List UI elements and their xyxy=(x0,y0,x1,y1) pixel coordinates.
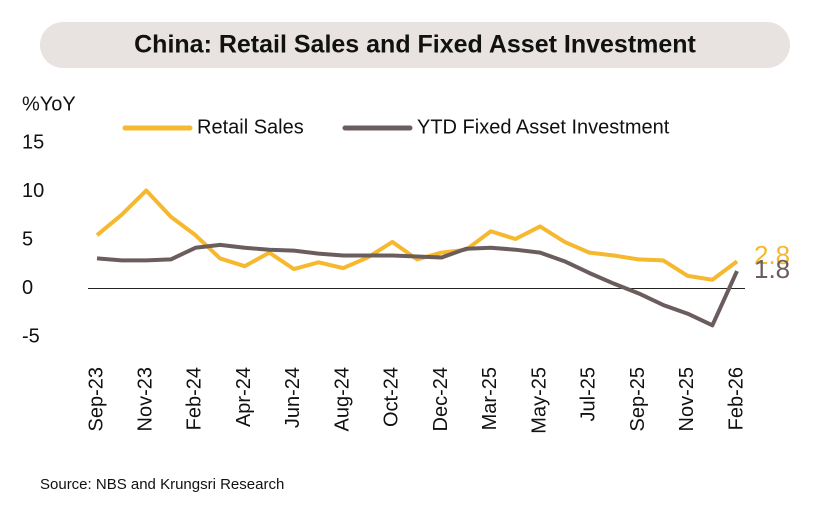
source: Source: NBS and Krungsri Research xyxy=(40,476,284,493)
legend-label: YTD Fixed Asset Investment xyxy=(417,116,670,138)
x-tick-label: Aug-24 xyxy=(331,367,353,432)
series-line xyxy=(96,242,739,328)
y-tick-label: 15 xyxy=(22,131,44,153)
y-tick-label: 10 xyxy=(22,180,44,202)
series-line xyxy=(95,188,739,282)
x-tick-label: Jun-24 xyxy=(282,367,304,428)
y-tick-label: 0 xyxy=(22,277,33,299)
x-tick-label: Nov-25 xyxy=(676,367,698,431)
legend-label: Retail Sales xyxy=(197,116,304,138)
x-tick-label: Nov-23 xyxy=(135,367,157,431)
end-label: 1.8 xyxy=(754,254,790,284)
chart-title: China: Retail Sales and Fixed Asset Inve… xyxy=(134,31,696,59)
x-tick-label: Feb-26 xyxy=(725,367,747,430)
y-tick-label: -5 xyxy=(22,325,40,347)
x-tick-label: Apr-24 xyxy=(233,367,255,427)
x-tick-label: Mar-25 xyxy=(479,367,501,430)
x-tick-label: May-25 xyxy=(528,367,550,434)
y-tick-label: 5 xyxy=(22,228,33,250)
end-label: 2.8 xyxy=(754,240,790,270)
x-tick-label: Feb-24 xyxy=(184,367,206,430)
x-tick-label: Dec-24 xyxy=(430,367,452,431)
title-pill xyxy=(40,22,790,68)
x-tick-label: Oct-24 xyxy=(381,367,403,427)
x-tick-label: Sep-25 xyxy=(627,367,649,432)
x-tick-label: Sep-23 xyxy=(85,367,107,432)
x-tick-label: Jul-25 xyxy=(578,367,600,421)
y-axis-label: %YoY xyxy=(22,93,76,115)
